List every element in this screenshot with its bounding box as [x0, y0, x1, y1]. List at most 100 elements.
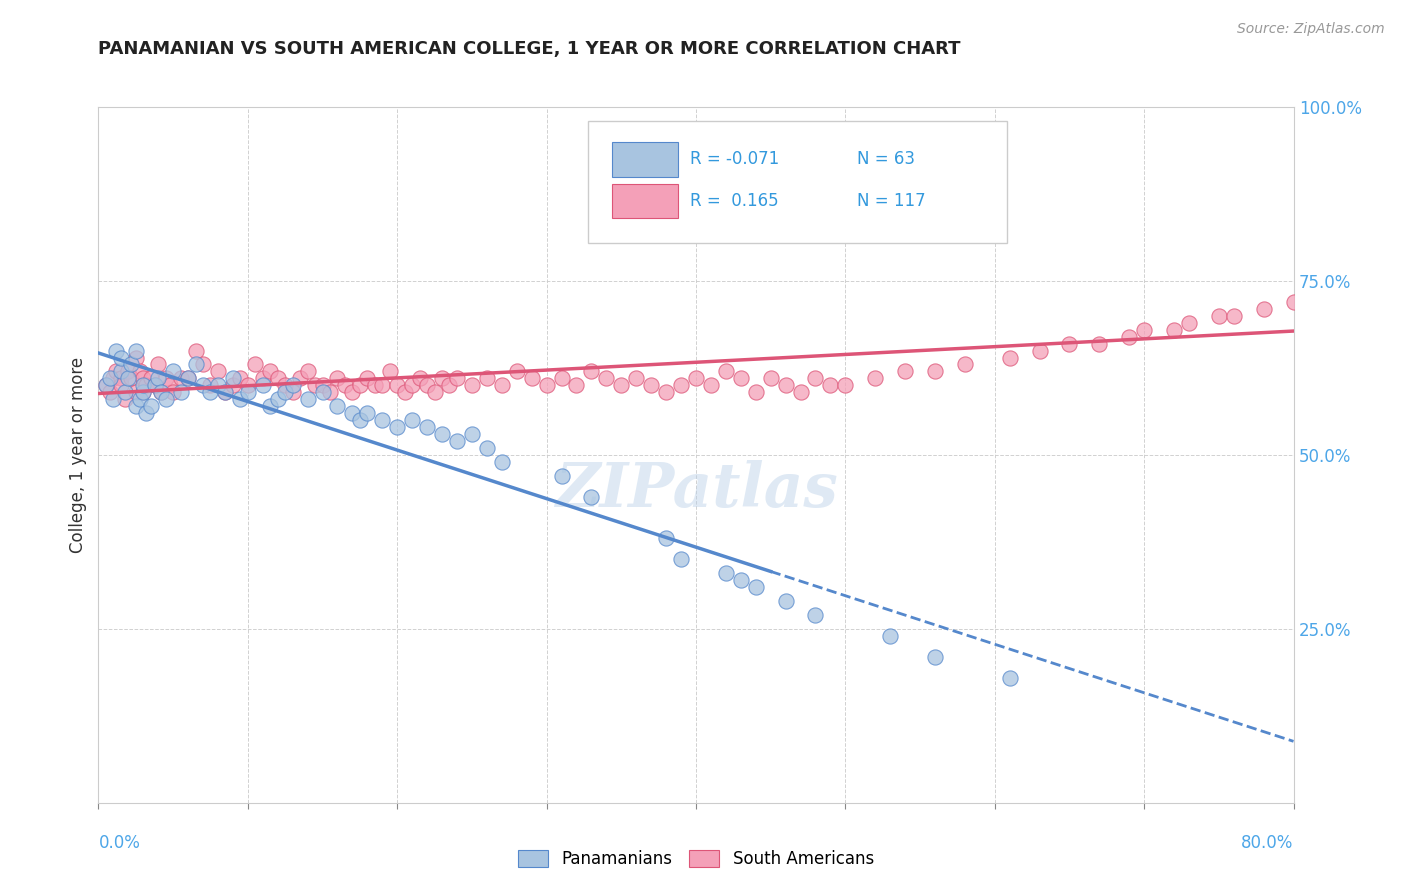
Point [1208, 309, 1230, 323]
Point [184, 358, 207, 372]
Point [685, 371, 707, 385]
Point [326, 399, 349, 413]
Point [378, 364, 401, 378]
Point [103, 392, 125, 407]
Point [135, 406, 157, 420]
FancyBboxPatch shape [612, 184, 678, 219]
Point [565, 378, 588, 392]
Point [1163, 323, 1185, 337]
Point [1282, 294, 1305, 309]
Point [1327, 281, 1350, 295]
Point [148, 358, 170, 372]
Point [356, 406, 378, 420]
Point [304, 378, 326, 392]
Point [267, 371, 290, 385]
Point [143, 378, 166, 392]
FancyBboxPatch shape [612, 142, 678, 177]
Point [132, 378, 155, 392]
Point [177, 371, 200, 385]
Point [155, 392, 177, 407]
Point [214, 385, 236, 400]
Point [394, 385, 416, 400]
Point [143, 378, 166, 392]
Point [229, 371, 252, 385]
Point [125, 351, 148, 365]
Point [129, 364, 152, 378]
Point [267, 392, 290, 407]
Point [401, 413, 423, 427]
Point [356, 371, 378, 385]
Point [1253, 301, 1275, 316]
Point [169, 385, 191, 400]
Point [610, 378, 633, 392]
Point [506, 364, 529, 378]
Point [110, 364, 132, 378]
Point [775, 378, 797, 392]
Point [342, 406, 364, 420]
Point [789, 385, 811, 400]
Point [98, 385, 122, 400]
Point [120, 371, 142, 385]
Text: ZIPatlas: ZIPatlas [554, 459, 838, 520]
Text: 80.0%: 80.0% [1241, 834, 1294, 852]
Point [491, 455, 513, 469]
Point [423, 385, 446, 400]
Point [439, 378, 461, 392]
Point [1133, 323, 1156, 337]
Point [745, 385, 768, 400]
Point [714, 364, 737, 378]
Text: 0.0%: 0.0% [98, 834, 141, 852]
Point [117, 371, 139, 385]
Point [222, 371, 245, 385]
Point [110, 351, 132, 365]
Point [114, 392, 136, 407]
Point [236, 378, 259, 392]
Point [446, 434, 468, 448]
Point [94, 378, 117, 392]
Point [125, 399, 148, 413]
Point [139, 399, 162, 413]
Point [214, 385, 236, 400]
Text: R = -0.071: R = -0.071 [690, 150, 779, 169]
Point [1178, 316, 1201, 330]
Point [759, 371, 782, 385]
Point [114, 385, 136, 400]
Point [461, 378, 484, 392]
Y-axis label: College, 1 year or more: College, 1 year or more [69, 357, 87, 553]
Point [624, 371, 647, 385]
Point [311, 385, 333, 400]
Point [550, 371, 572, 385]
Point [162, 385, 184, 400]
Point [288, 371, 311, 385]
Point [200, 385, 222, 400]
Point [446, 371, 468, 385]
Point [349, 413, 371, 427]
Point [1059, 336, 1081, 351]
Point [581, 364, 603, 378]
Point [804, 607, 827, 622]
Point [416, 378, 439, 392]
Point [640, 378, 662, 392]
Point [491, 378, 513, 392]
Point [998, 351, 1021, 365]
Point [1298, 294, 1320, 309]
Point [125, 385, 148, 400]
Text: N = 117: N = 117 [858, 192, 927, 210]
Point [700, 378, 723, 392]
Point [953, 358, 976, 372]
Point [1088, 336, 1111, 351]
Point [1028, 343, 1050, 358]
Point [117, 364, 139, 378]
Point [274, 385, 297, 400]
Point [385, 420, 409, 434]
Point [371, 378, 394, 392]
Point [804, 371, 827, 385]
Point [834, 378, 856, 392]
Point [236, 385, 259, 400]
Text: R =  0.165: R = 0.165 [690, 192, 779, 210]
Point [177, 371, 200, 385]
Point [281, 385, 304, 400]
Point [475, 371, 498, 385]
Point [103, 371, 125, 385]
Legend: Panamanians, South Americans: Panamanians, South Americans [512, 843, 880, 874]
